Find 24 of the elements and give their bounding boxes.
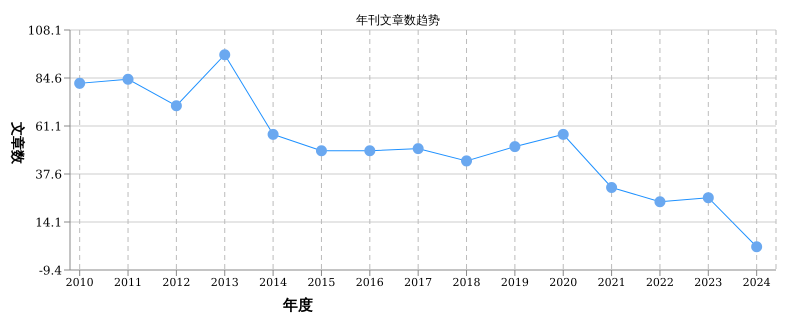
x-tick-label: 2018 xyxy=(452,276,481,289)
x-tick-label: 2016 xyxy=(356,276,384,289)
y-tick-label: 14.1 xyxy=(35,215,62,230)
x-tick-label: 2014 xyxy=(259,276,288,289)
x-tick-label: 2024 xyxy=(742,276,771,289)
x-tick-label: 2021 xyxy=(598,276,626,289)
x-tick-label: 2012 xyxy=(162,276,190,289)
y-tick-label: 37.6 xyxy=(35,167,62,182)
y-tick-label: 84.6 xyxy=(35,71,62,86)
x-tick-label: 2019 xyxy=(500,276,529,289)
x-tick-label: 2015 xyxy=(307,276,336,289)
x-tick-label: 2017 xyxy=(404,276,432,289)
x-tick-label: 2011 xyxy=(114,276,142,289)
y-tick-label: -9.4 xyxy=(38,263,62,278)
x-tick-label: 2013 xyxy=(210,276,239,289)
y-tick-label: 108.1 xyxy=(28,23,62,38)
x-axis-title: 年度 xyxy=(282,296,314,315)
x-tick-label: 2022 xyxy=(646,276,674,289)
y-axis-title: 文章数 xyxy=(8,121,26,166)
x-tick-label: 2010 xyxy=(66,276,94,289)
x-tick-label: 2020 xyxy=(549,276,578,289)
y-tick-label: 61.1 xyxy=(35,119,62,134)
x-tick-label: 2023 xyxy=(694,276,722,289)
chart-title: 年刊文章数趋势 xyxy=(356,13,440,27)
